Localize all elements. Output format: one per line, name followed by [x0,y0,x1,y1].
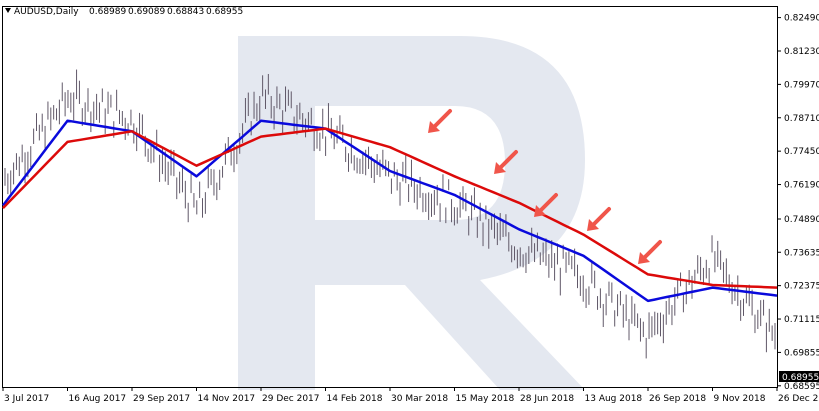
signal-arrows [428,109,662,264]
y-tick-label: 0.72375 [784,282,819,292]
x-tick-label: 26 Dec 2018 [778,394,819,404]
x-tick-label: 26 Sep 2018 [649,394,706,404]
y-tick-label: 0.69855 [784,348,819,358]
price-bars [4,69,776,359]
signal-arrow [538,193,558,213]
signal-arrow-head [638,252,650,264]
signal-arrow [498,150,518,170]
signal-arrow-head [587,219,599,231]
x-tick-label: 29 Dec 2017 [262,394,320,404]
x-tick-label: 14 Nov 2017 [198,394,256,404]
series-line-1 [2,127,778,289]
moving-average-series [2,119,778,303]
ohlc-high: 0.69089 [128,7,165,17]
watermark-logo [238,36,585,390]
y-axis: 0.82490 0.81230 0.79970 0.78710 0.77450 0.761… [777,14,819,392]
y-tick-label: 0.78710 [784,114,819,124]
current-price-tag [779,371,819,382]
x-tick-label: 29 Sep 2017 [133,394,190,404]
y-tick-label: 0.82490 [784,14,819,24]
collapse-triangle-icon[interactable] [5,8,11,13]
x-tick-label: 16 Aug 2017 [69,394,127,404]
signal-arrow [432,109,452,129]
y-tick-label: 0.79970 [784,80,819,90]
x-axis: 3 Jul 2017 16 Aug 2017 29 Sep 2017 14 Nov 2… [2,387,819,404]
x-tick-label: 15 May 2018 [456,394,515,404]
ohlc-open: 0.68989 [89,7,126,17]
signal-arrow-head [494,162,506,174]
x-tick-label: 9 Nov 2018 [714,394,766,404]
signal-arrow [642,240,662,260]
current-price-label: 0.68955 [782,373,819,383]
symbol-label: AUDUSD,Daily [14,7,79,17]
y-tick-label: 0.68595 [784,382,819,392]
signal-arrow-head [534,205,546,217]
y-tick-label: 0.81230 [784,47,819,57]
y-tick-label: 0.77450 [784,147,819,157]
x-tick-label: 30 Mar 2018 [391,394,448,404]
signal-arrow-head [428,121,440,133]
ohlc-close: 0.68955 [206,7,243,17]
x-tick-label: 14 Feb 2018 [327,394,383,404]
x-tick-label: 28 Jun 2018 [520,394,574,404]
y-tick-label: 0.74890 [784,215,819,225]
signal-arrow [591,207,611,227]
x-tick-label: 3 Jul 2017 [4,394,49,404]
x-tick-label: 13 Aug 2018 [585,394,643,404]
y-tick-label: 0.76190 [784,181,819,191]
ohlc-low: 0.68843 [167,7,204,17]
y-tick-label: 0.71115 [784,315,819,325]
y-tick-label: 0.73635 [784,248,819,258]
